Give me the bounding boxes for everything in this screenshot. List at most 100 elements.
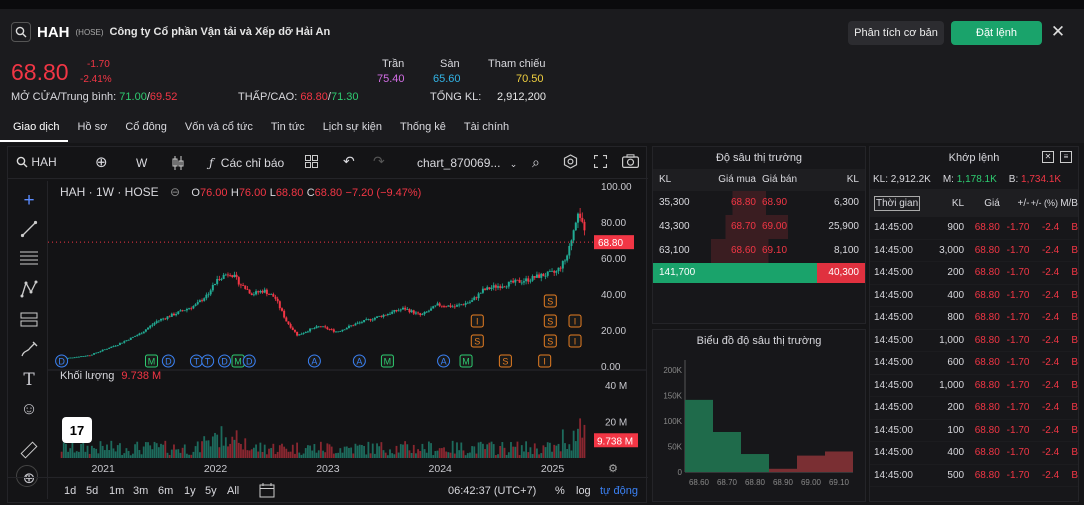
emoji-icon[interactable]: ☺ bbox=[20, 399, 38, 418]
range-1m[interactable]: 1m bbox=[109, 485, 125, 497]
candle-body bbox=[434, 305, 437, 307]
trade-row[interactable]: 14:45:00 200 68.80 -1.70 -2.4 B bbox=[870, 262, 1078, 285]
volume-bar bbox=[453, 453, 456, 458]
volume-bar bbox=[438, 448, 441, 458]
candle-body bbox=[358, 322, 361, 324]
undo-icon[interactable]: ↶ bbox=[343, 153, 355, 169]
trade-side: B bbox=[1071, 357, 1078, 369]
candle-body bbox=[505, 286, 508, 288]
trade-row[interactable]: 14:45:00 100 68.80 -1.70 -2.4 B bbox=[870, 420, 1078, 442]
depth-row[interactable]: 35,300 68.80 68.90 6,300 bbox=[653, 191, 865, 215]
event-marker bbox=[437, 354, 451, 368]
place-order-button[interactable]: Đặt lệnh bbox=[951, 21, 1042, 45]
legend-toggle-icon[interactable]: ⊖ bbox=[170, 185, 181, 199]
fib-lines-icon[interactable] bbox=[19, 250, 39, 270]
indicators-button[interactable]: ƒ Các chỉ báo bbox=[209, 156, 284, 170]
layout-grid-icon[interactable] bbox=[305, 155, 318, 171]
volume-bar bbox=[75, 451, 78, 458]
list-view-icon[interactable]: ≡ bbox=[1060, 151, 1072, 163]
tab-statistics[interactable]: Thống kê bbox=[400, 121, 446, 133]
settings-icon[interactable] bbox=[563, 154, 578, 172]
volume-bar bbox=[432, 455, 435, 458]
candle-body bbox=[397, 310, 400, 312]
trade-row[interactable]: 14:45:00 400 68.80 -1.70 -2.4 B bbox=[870, 285, 1078, 307]
brush-icon[interactable] bbox=[19, 340, 39, 360]
volume-bar bbox=[326, 443, 329, 458]
volume-bar bbox=[291, 444, 294, 458]
export-icon[interactable]: ✕ bbox=[1042, 151, 1054, 163]
tab-trading[interactable]: Giao dịch bbox=[0, 118, 69, 142]
trades-header-time[interactable]: Thời gian bbox=[874, 195, 921, 211]
fullscreen-icon[interactable] bbox=[593, 154, 608, 171]
percent-scale-toggle[interactable]: % bbox=[555, 485, 565, 497]
range-1y[interactable]: 1y bbox=[184, 485, 196, 497]
trade-row[interactable]: 14:45:00 1,000 68.80 -1.70 -2.4 B bbox=[870, 375, 1078, 397]
close-icon[interactable]: ✕ bbox=[1050, 22, 1066, 41]
volume-bar bbox=[222, 445, 225, 458]
chart-clock[interactable]: 06:42:37 (UTC+7) bbox=[448, 485, 537, 497]
tab-news[interactable]: Tin tức bbox=[270, 121, 305, 133]
zoom-search-icon[interactable]: ⌕ bbox=[532, 154, 540, 170]
low-high-separator: / bbox=[327, 91, 331, 103]
date-range-icon[interactable] bbox=[259, 483, 275, 501]
trade-row[interactable]: 14:45:00 800 68.80 -1.70 -2.4 B bbox=[870, 307, 1078, 330]
chart-symbol-search[interactable]: HAH bbox=[16, 155, 57, 169]
open-avg-separator: / bbox=[146, 91, 150, 103]
log-scale-toggle[interactable]: log bbox=[576, 485, 591, 497]
auto-scale-toggle[interactable]: tự động bbox=[600, 485, 638, 497]
candle-type-icon[interactable] bbox=[172, 156, 184, 173]
volume-bar bbox=[317, 450, 320, 458]
range-5d[interactable]: 5d bbox=[86, 485, 99, 497]
tab-profile[interactable]: Hồ sơ bbox=[77, 121, 108, 133]
range-1d[interactable]: 1d bbox=[64, 485, 77, 497]
trade-row[interactable]: 14:45:00 3,000 68.80 -1.70 -2.4 B bbox=[870, 240, 1078, 262]
interval-button[interactable]: W bbox=[136, 156, 148, 170]
text-tool-icon[interactable]: T bbox=[23, 370, 35, 390]
candle-body bbox=[259, 290, 262, 293]
chart-name-dropdown[interactable]: chart_870069... ⌄ bbox=[417, 156, 517, 170]
trade-row[interactable]: 14:45:00 600 68.80 -1.70 -2.4 B bbox=[870, 352, 1078, 375]
pattern-icon[interactable] bbox=[19, 280, 39, 300]
volume-bar bbox=[529, 447, 532, 458]
redo-icon[interactable]: ↷ bbox=[373, 153, 385, 169]
depth-row[interactable]: 63,100 68.60 69.10 8,100 bbox=[653, 239, 865, 263]
volume-bar bbox=[514, 446, 517, 458]
camera-icon[interactable] bbox=[622, 154, 640, 171]
trade-row[interactable]: 14:45:00 200 68.80 -1.70 -2.4 B bbox=[870, 397, 1078, 420]
candle-body bbox=[432, 306, 435, 309]
fundamental-analysis-button[interactable]: Phân tích cơ bản bbox=[848, 21, 944, 45]
volume-bar bbox=[183, 444, 186, 458]
range-3m[interactable]: 3m bbox=[133, 485, 149, 497]
candlestick-chart[interactable]: 100.00 80.00 60.00 40.00 20.00 0.00 40 M 20 M 20… bbox=[48, 180, 646, 476]
ruler-icon[interactable] bbox=[19, 441, 39, 461]
trade-row[interactable]: 14:45:00 400 68.80 -1.70 -2.4 B bbox=[870, 442, 1078, 465]
depth-row[interactable]: 43,300 68.70 69.00 25,900 bbox=[653, 215, 865, 239]
trade-row[interactable]: 14:45:00 1,000 68.80 -1.70 -2.4 B bbox=[870, 330, 1078, 352]
price-axis-tick: 20.00 bbox=[601, 326, 626, 337]
function-icon: ƒ bbox=[209, 156, 214, 170]
collapse-toolbar-icon[interactable]: ‹ bbox=[16, 465, 38, 487]
volume-bar bbox=[415, 453, 417, 458]
tab-events[interactable]: Lịch sự kiện bbox=[322, 121, 383, 133]
volume-bar bbox=[570, 450, 573, 458]
volume-bar bbox=[309, 445, 311, 458]
range-5y[interactable]: 5y bbox=[205, 485, 217, 497]
volume-bar bbox=[289, 451, 292, 458]
floor-price: 65.60 bbox=[433, 73, 461, 85]
projection-icon[interactable] bbox=[19, 310, 39, 330]
range-all[interactable]: All bbox=[227, 485, 240, 497]
trade-row[interactable]: 14:45:00 900 68.80 -1.70 -2.4 B bbox=[870, 217, 1078, 240]
trade-row[interactable]: 14:45:00 500 68.80 -1.70 -2.4 B bbox=[870, 465, 1078, 487]
tab-shareholders[interactable]: Cổ đông bbox=[125, 121, 167, 133]
range-6m[interactable]: 6m bbox=[158, 485, 174, 497]
compare-plus-icon[interactable]: ⊕ bbox=[95, 154, 108, 171]
candle-body bbox=[538, 274, 541, 278]
volume-bar bbox=[417, 449, 419, 458]
volume-bar bbox=[108, 450, 111, 458]
trend-line-icon[interactable] bbox=[19, 220, 39, 240]
symbol-search-button[interactable] bbox=[11, 22, 31, 42]
depth-sell-area bbox=[769, 468, 797, 472]
tab-capital-dividends[interactable]: Vốn và cổ tức bbox=[184, 121, 253, 133]
crosshair-icon[interactable]: + bbox=[23, 190, 35, 211]
tab-financials[interactable]: Tài chính bbox=[463, 121, 510, 133]
